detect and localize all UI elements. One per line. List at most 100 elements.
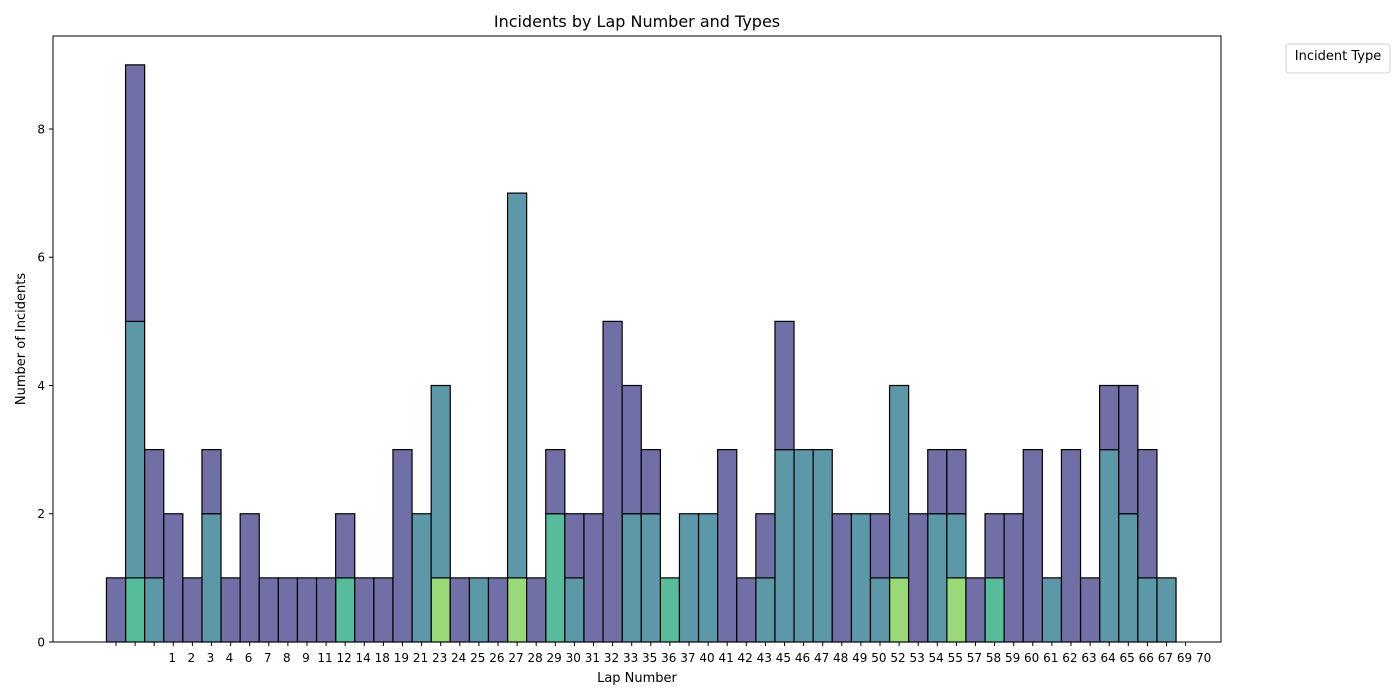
x-tick-label: 29 [547, 651, 562, 665]
bar-type_b-28 [640, 513, 661, 643]
bar-type_b-49 [1041, 577, 1063, 643]
y-tick-label: 4 [37, 379, 45, 393]
x-tick-label: 33 [623, 651, 638, 665]
bar-type_b-39 [850, 513, 872, 643]
y-tick-label: 6 [37, 251, 45, 265]
bar-type_a-48 [1022, 449, 1043, 643]
bar-type_b-24 [564, 577, 585, 643]
x-tick-label: 6 [245, 651, 253, 665]
bar-type_a-46 [984, 513, 1005, 579]
bar-type_a-52 [1099, 384, 1120, 451]
x-tick-label: 24 [451, 651, 466, 665]
x-tick-label: 1 [168, 651, 176, 665]
y-axis-label: Number of Incidents [14, 273, 29, 405]
x-tick-label: 50 [871, 651, 886, 665]
x-tick-label: 3 [207, 651, 215, 665]
bar-type_b-2 [144, 577, 165, 643]
x-tick-label: 26 [489, 651, 504, 665]
bar-type_a-4 [182, 577, 203, 643]
bar-type_d-44 [946, 577, 967, 643]
x-tick-label: 28 [527, 651, 542, 665]
bar-type_a-26 [602, 320, 623, 643]
chart-title: Incidents by Lap Number and Types [494, 12, 780, 31]
x-tick-label: 49 [852, 651, 867, 665]
x-tick-label: 62 [1062, 651, 1077, 665]
x-tick-label: 61 [1043, 651, 1058, 665]
x-tick-label: 25 [470, 651, 485, 665]
bar-type_a-35 [774, 320, 795, 451]
y-tick-label: 8 [37, 122, 45, 136]
bar-type_a-42 [908, 513, 929, 643]
x-tick-label: 65 [1120, 651, 1135, 665]
bar-type_a-45 [965, 577, 986, 643]
bar-type_b-54 [1137, 577, 1158, 643]
bar-type_a-10 [296, 577, 318, 643]
bar-type_b-16 [411, 513, 432, 643]
x-tick-label: 32 [604, 651, 619, 665]
bars-layer [105, 64, 1177, 643]
bar-type_b-41 [888, 384, 910, 579]
x-tick-label: 54 [929, 651, 944, 665]
bar-type_c-46 [984, 577, 1005, 643]
bar-type_c-29 [659, 577, 681, 643]
x-tick-label: 31 [585, 651, 600, 665]
bar-type_b-43 [927, 513, 948, 643]
bar-type_a-8 [258, 577, 279, 643]
bar-type_b-5 [201, 513, 222, 643]
bar-type_a-18 [449, 577, 470, 643]
bar-type_a-50 [1060, 449, 1082, 643]
x-tick-label: 52 [890, 651, 905, 665]
bar-type_a-33 [736, 577, 757, 643]
x-tick-label: 67 [1158, 651, 1173, 665]
bar-type_a-43 [927, 449, 948, 515]
bar-type_a-34 [755, 513, 776, 579]
bar-type_b-1 [124, 320, 146, 579]
x-tick-label: 47 [814, 651, 829, 665]
bar-type_a-20 [487, 577, 509, 643]
x-tick-label: 40 [699, 651, 714, 665]
bar-type_a-40 [869, 513, 891, 579]
x-tick-label: 30 [566, 651, 581, 665]
x-tick-label: 63 [1081, 651, 1096, 665]
bar-type_a-5 [201, 449, 222, 515]
bar-type_d-17 [430, 577, 451, 643]
bar-type_a-22 [526, 577, 547, 643]
bar-type_a-28 [640, 449, 661, 515]
x-tick-label: 45 [776, 651, 791, 665]
bar-type_b-31 [697, 513, 719, 643]
x-tick-label: 46 [795, 651, 810, 665]
plot-frame [52, 35, 1222, 643]
bar-type_c-1 [124, 577, 146, 643]
bar-type_b-52 [1099, 449, 1120, 643]
x-tick-label: 4 [226, 651, 234, 665]
bar-type_a-2 [144, 449, 165, 579]
bar-type_b-44 [946, 513, 967, 579]
x-tick-label: 7 [264, 651, 272, 665]
bar-type_a-9 [277, 577, 299, 643]
bar-type_a-32 [717, 449, 738, 643]
bar-type_a-23 [545, 449, 566, 515]
x-tick-label: 57 [967, 651, 982, 665]
x-tick-label: 21 [413, 651, 428, 665]
bar-type_a-24 [564, 513, 585, 579]
bar-type_a-11 [315, 577, 337, 643]
bar-type_b-36 [793, 449, 814, 643]
x-tick-label: 36 [661, 651, 676, 665]
y-tick-label: 0 [37, 636, 45, 650]
bar-type_d-21 [506, 577, 528, 643]
bar-type_b-19 [468, 577, 490, 643]
bar-type_b-55 [1156, 577, 1177, 643]
x-tick-label: 14 [356, 651, 371, 665]
bar-type_a-13 [354, 577, 375, 643]
x-tick-label: 12 [336, 651, 351, 665]
x-axis-label: Lap Number [597, 671, 677, 686]
bar-type_a-3 [163, 513, 184, 643]
bar-type_b-21 [506, 192, 528, 579]
bar-type_a-54 [1137, 449, 1158, 579]
bar-type_a-7 [239, 513, 260, 643]
x-tick-label: 8 [283, 651, 291, 665]
bar-type_c-12 [335, 577, 356, 643]
bar-type_b-53 [1118, 513, 1139, 643]
bar-type_a-53 [1118, 384, 1139, 515]
